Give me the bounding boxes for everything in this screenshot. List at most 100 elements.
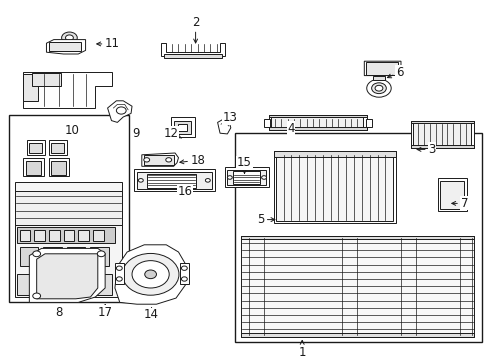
Polygon shape (217, 119, 230, 134)
Bar (15, 182, 122, 297)
Bar (273, 151, 395, 223)
Bar (268, 115, 366, 117)
Bar (227, 170, 265, 185)
Bar (146, 174, 195, 188)
Bar (178, 124, 186, 131)
Circle shape (116, 107, 126, 114)
Bar (17, 274, 34, 295)
Bar (90, 247, 108, 266)
Bar (49, 230, 60, 241)
Text: 9: 9 (132, 127, 140, 140)
Bar (51, 143, 63, 153)
Bar (240, 236, 473, 239)
Text: 14: 14 (144, 308, 159, 321)
Bar (144, 155, 173, 165)
Circle shape (371, 83, 386, 94)
Bar (23, 158, 44, 176)
Circle shape (61, 32, 77, 44)
Circle shape (163, 179, 167, 182)
Bar (365, 62, 397, 75)
Bar (78, 230, 89, 241)
Polygon shape (23, 72, 112, 108)
Text: 15: 15 (237, 156, 251, 173)
Polygon shape (37, 254, 98, 299)
Text: 1: 1 (298, 341, 305, 359)
Bar (32, 73, 61, 86)
Circle shape (97, 251, 105, 257)
Bar (180, 263, 188, 284)
Text: 3: 3 (416, 143, 435, 156)
Circle shape (143, 158, 149, 162)
Bar (268, 127, 366, 130)
Circle shape (65, 35, 73, 41)
Text: 17: 17 (98, 305, 112, 319)
Circle shape (366, 79, 390, 97)
Circle shape (33, 293, 41, 299)
Bar (365, 119, 371, 127)
Circle shape (227, 176, 232, 179)
Bar (15, 191, 122, 225)
Bar (273, 151, 395, 157)
Bar (410, 145, 473, 148)
Bar (134, 169, 215, 191)
Bar (437, 178, 466, 211)
Text: 18: 18 (180, 154, 205, 167)
Bar (76, 274, 92, 295)
Text: 7: 7 (451, 197, 467, 210)
Circle shape (261, 176, 266, 179)
Bar (234, 133, 481, 342)
Bar (49, 158, 69, 176)
Text: 16: 16 (177, 185, 192, 198)
Text: 4: 4 (286, 122, 294, 135)
Text: 13: 13 (222, 111, 237, 124)
Bar (240, 236, 473, 337)
Bar (163, 54, 222, 58)
Bar (95, 274, 112, 295)
Circle shape (181, 266, 187, 270)
Bar (276, 154, 392, 221)
Text: 6: 6 (386, 66, 403, 78)
Bar (224, 167, 268, 187)
Circle shape (181, 277, 187, 281)
Bar (410, 121, 473, 148)
Polygon shape (107, 101, 132, 122)
Bar (26, 161, 41, 175)
Bar (43, 247, 61, 266)
Bar (29, 143, 41, 153)
Bar (51, 161, 66, 175)
Bar (115, 263, 123, 284)
Circle shape (205, 179, 210, 182)
Text: 8: 8 (55, 306, 62, 319)
Circle shape (138, 179, 143, 182)
Polygon shape (161, 43, 224, 56)
Polygon shape (364, 61, 400, 76)
Bar (171, 117, 194, 137)
Circle shape (122, 253, 179, 295)
Bar (63, 230, 74, 241)
Bar (56, 274, 73, 295)
Bar (174, 121, 190, 134)
Circle shape (144, 270, 156, 279)
Bar (412, 123, 470, 146)
Bar (20, 230, 30, 241)
Text: 11: 11 (97, 37, 120, 50)
Bar (17, 227, 115, 243)
Circle shape (132, 261, 169, 288)
Bar (9, 115, 128, 302)
Bar (27, 140, 45, 155)
Polygon shape (142, 153, 178, 166)
Bar (271, 117, 363, 128)
Bar (439, 181, 463, 209)
Bar (66, 247, 85, 266)
Bar (93, 230, 103, 241)
Bar (20, 247, 38, 266)
Bar (372, 76, 385, 80)
Bar (137, 172, 211, 189)
Text: 10: 10 (65, 124, 80, 137)
Bar (268, 115, 366, 130)
Circle shape (165, 158, 171, 162)
Text: 5: 5 (256, 213, 274, 226)
Bar (240, 333, 473, 337)
Polygon shape (29, 248, 105, 302)
Circle shape (187, 179, 192, 182)
